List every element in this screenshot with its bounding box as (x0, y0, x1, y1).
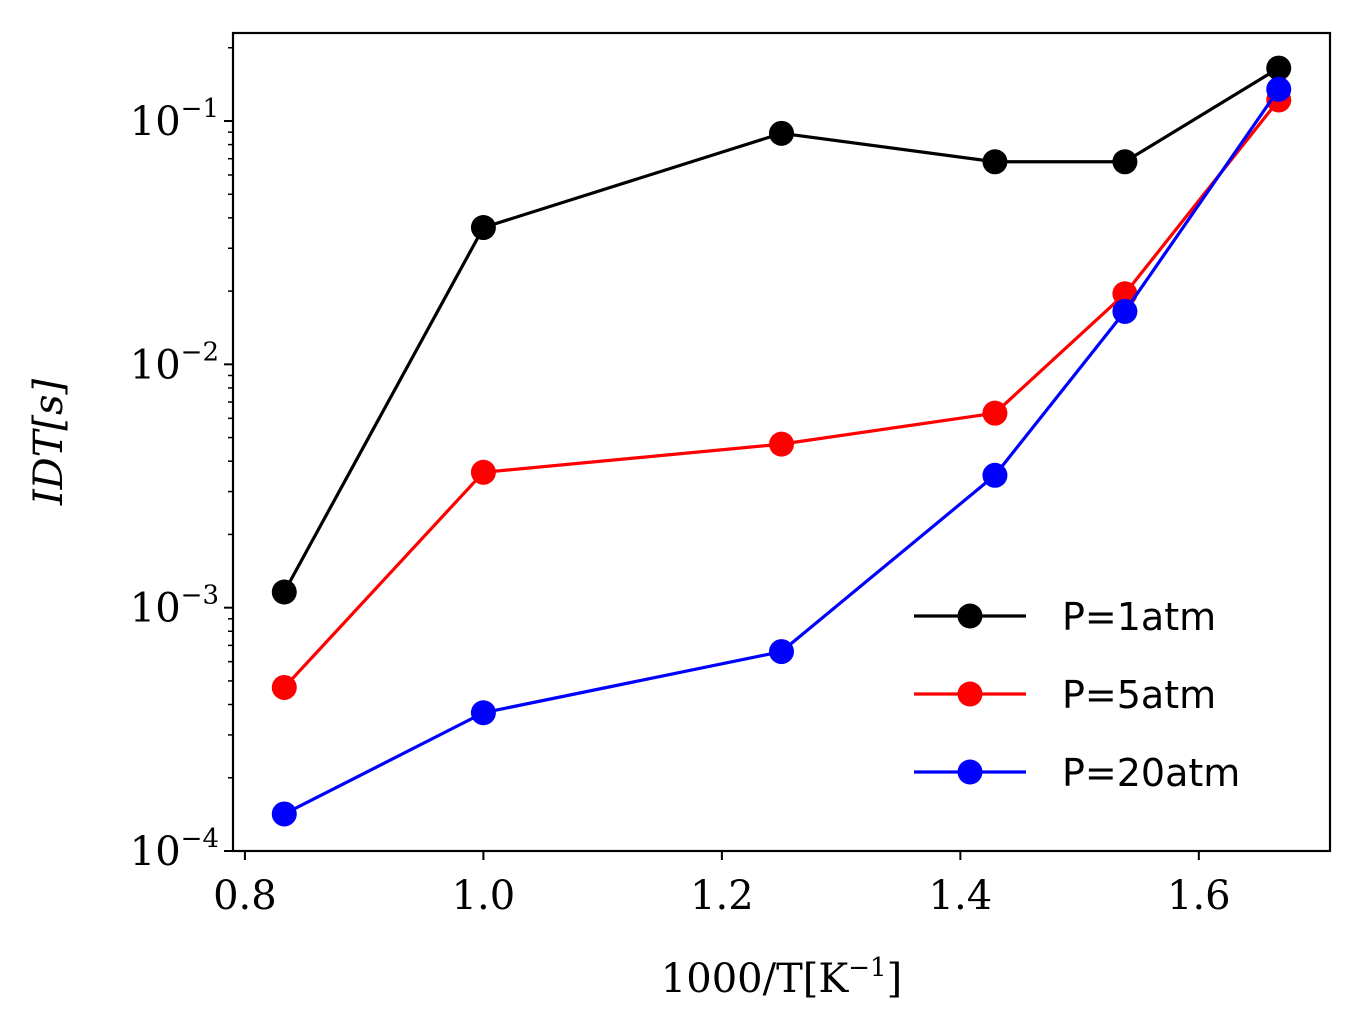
data-point (271, 674, 297, 700)
series-line (283, 99, 1280, 689)
legend-label: P=5atm (1062, 673, 1216, 717)
legend: P=1atm P=5atm P=20atm (914, 595, 1240, 795)
x-tick-label: 1.0 (452, 873, 516, 919)
y-tick-label: 10−2 (130, 337, 219, 388)
tick-labels: 0.8 1.0 1.2 1.4 1.6 10−4 10−3 10−2 10−1 (130, 94, 1231, 919)
data-point (271, 579, 297, 605)
data-point (769, 431, 794, 457)
plot-frame (231, 31, 1332, 853)
x-tick-label: 1.6 (1167, 873, 1231, 919)
data-point (982, 149, 1008, 175)
legend-marker (957, 681, 983, 707)
axis-ticks (224, 120, 1200, 860)
legend-item: P=1atm (914, 595, 1216, 639)
data-point (982, 462, 1008, 488)
series-line (282, 66, 1280, 593)
data-point (470, 700, 496, 726)
series-P=5atm (271, 87, 1292, 700)
data-point (982, 400, 1008, 426)
x-tick-label: 1.4 (929, 873, 993, 919)
legend-label: P=1atm (1062, 595, 1216, 639)
data-point (1266, 55, 1292, 81)
series-layer (271, 55, 1292, 827)
x-axis-label: 1000/T[K−1] (661, 953, 902, 1002)
y-tick-label: 10−3 (130, 581, 219, 632)
data-point (470, 459, 496, 485)
legend-marker (957, 603, 983, 629)
legend-marker (957, 759, 983, 785)
data-point (769, 120, 794, 146)
y-axis-label: IDT[s] (26, 378, 72, 506)
x-tick-label: 0.8 (213, 873, 277, 919)
data-point (1112, 298, 1138, 324)
legend-label: P=20atm (1062, 751, 1240, 795)
x-tick-label: 1.2 (690, 873, 754, 919)
y-tick-label: 10−4 (130, 824, 219, 875)
y-tick-label: 10−1 (130, 94, 219, 145)
legend-item: P=20atm (914, 751, 1240, 795)
series-P=20atm (271, 76, 1292, 827)
series-P=1atm (271, 55, 1292, 605)
data-point (1266, 76, 1292, 102)
data-point (271, 801, 297, 827)
data-point (470, 215, 496, 241)
legend-item: P=5atm (914, 673, 1216, 717)
data-point (1112, 149, 1138, 175)
series-line (283, 88, 1281, 816)
data-point (769, 639, 794, 665)
